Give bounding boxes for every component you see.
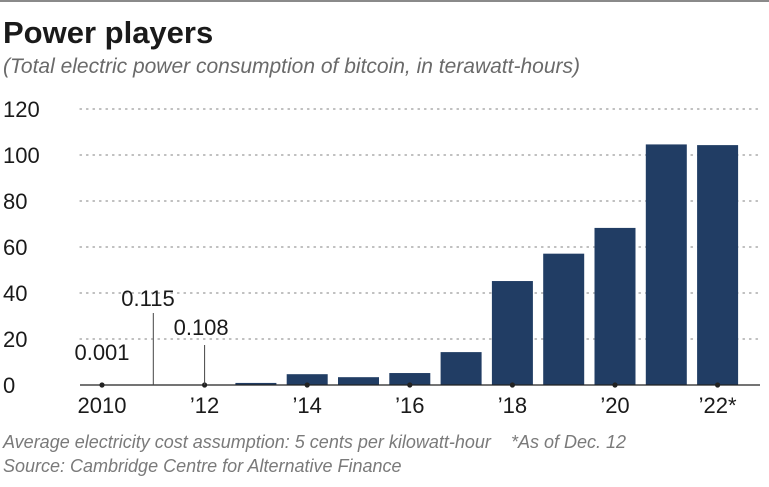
- footnote-as-of: *As of Dec. 12: [511, 432, 627, 452]
- y-tick-label-0: 0: [3, 373, 15, 398]
- bar-2018: [491, 281, 533, 385]
- bar-2015: [338, 377, 379, 385]
- x-tick-dot-2018: [509, 382, 515, 388]
- x-tick-label-2016: ’16: [395, 393, 424, 418]
- x-tick-label-2014: ’14: [293, 393, 322, 418]
- x-tick-label-2020: ’20: [600, 393, 629, 418]
- data-label-2011: 0.115: [121, 286, 174, 311]
- x-tick-label-2012: ’12: [190, 393, 219, 418]
- x-tick-label-2022: ’22*: [699, 393, 737, 418]
- chart-title: Power players: [3, 15, 214, 50]
- chart-subtitle: (Total electric power consumption of bit…: [3, 55, 580, 78]
- bar-2019: [543, 253, 585, 385]
- y-tick-label-80: 80: [3, 189, 27, 214]
- bar-2022: [697, 145, 739, 385]
- x-tick-label-2018: ’18: [498, 393, 527, 418]
- bar-2014: [286, 374, 328, 385]
- y-tick-label-40: 40: [3, 281, 27, 306]
- bar-chart: 0 20 40 60 80 100 120 2010 ’12 ’14 ’16 ’18 ’20 ’22* 0.…: [3, 97, 761, 418]
- bar-2017: [440, 352, 482, 385]
- x-tick-label-2010: 2010: [78, 393, 127, 418]
- bar-2021: [645, 144, 687, 385]
- bar-2020: [594, 227, 636, 385]
- x-tick-dot-2010: [99, 382, 105, 388]
- footnote-source: Source: Cambridge Centre for Alternative…: [3, 456, 402, 476]
- x-tick-dot-2022: [715, 382, 721, 388]
- y-tick-label-100: 100: [3, 143, 40, 168]
- y-tick-label-60: 60: [3, 235, 27, 260]
- data-label-2012: 0.108: [174, 315, 229, 340]
- y-tick-label-120: 120: [3, 97, 40, 122]
- footnote-assumption: Average electricity cost assumption: 5 c…: [3, 432, 491, 452]
- data-label-2010: 0.001: [74, 340, 129, 365]
- bar-2013: [235, 382, 277, 385]
- x-tick-dot-2016: [407, 382, 413, 388]
- x-tick-dot-2020: [612, 382, 618, 388]
- y-tick-label-20: 20: [3, 327, 27, 352]
- bar-2016: [389, 373, 431, 385]
- x-tick-dot-2014: [304, 382, 310, 388]
- top-rule: [0, 0, 769, 2]
